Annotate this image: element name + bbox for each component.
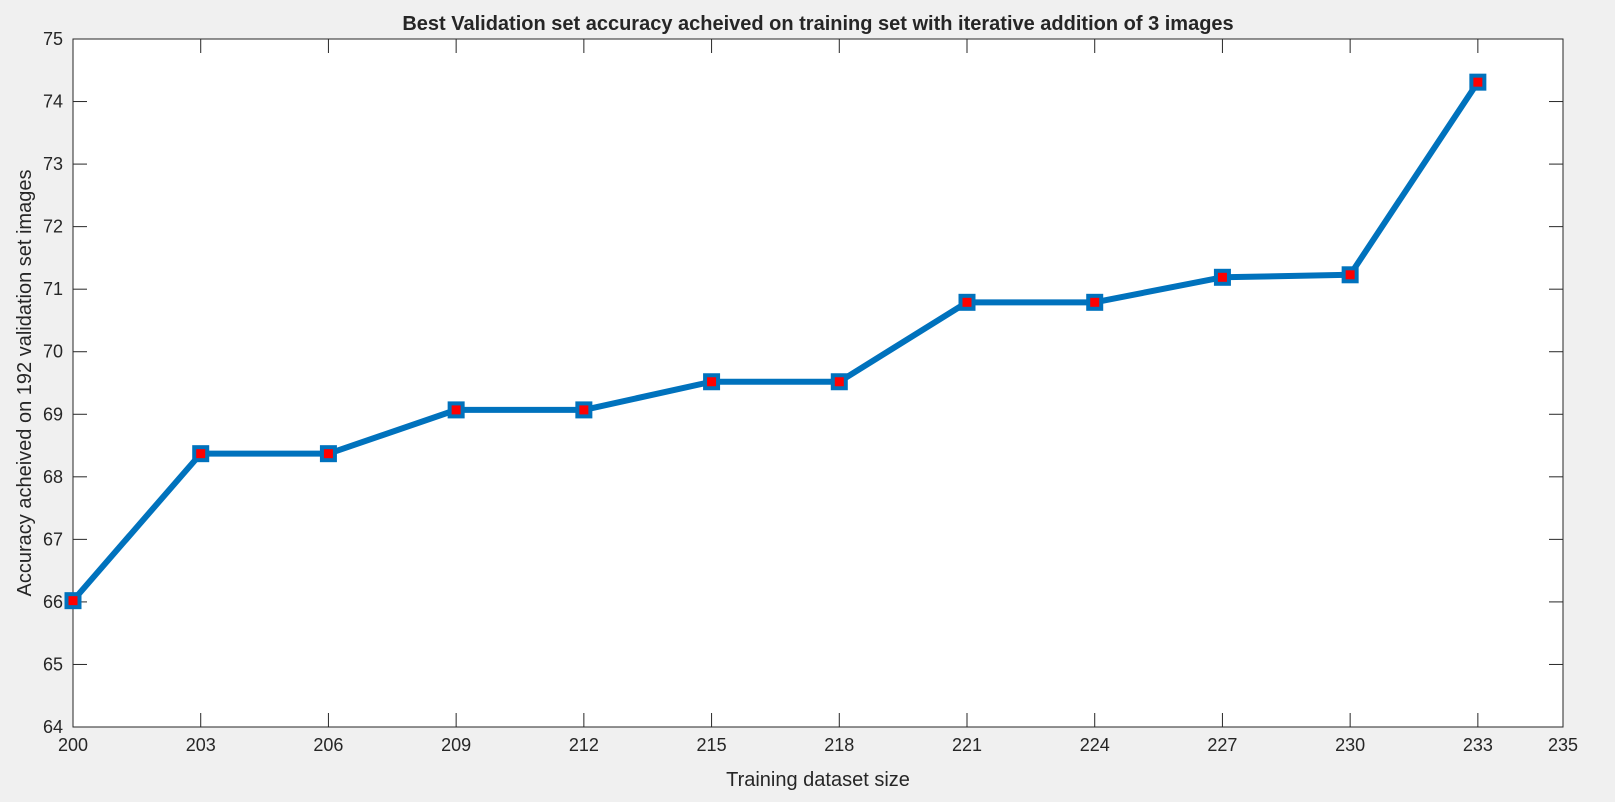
y-tick-label: 74 [43, 92, 63, 112]
y-tick-label: 72 [43, 217, 63, 237]
data-point-marker [1469, 73, 1487, 91]
y-tick-label: 70 [43, 342, 63, 362]
x-tick-label: 206 [313, 735, 343, 755]
data-point-marker [703, 373, 721, 391]
y-tick-label: 69 [43, 404, 63, 424]
data-point-marker [958, 293, 976, 311]
y-tick-label: 65 [43, 654, 63, 674]
y-tick-label: 73 [43, 154, 63, 174]
x-tick-label: 212 [569, 735, 599, 755]
data-point-marker [575, 401, 593, 419]
chart-title: Best Validation set accuracy acheived on… [402, 13, 1233, 35]
x-tick-label: 227 [1207, 735, 1237, 755]
data-point-marker [1341, 266, 1359, 284]
data-point-marker [192, 445, 210, 463]
y-tick-label: 75 [43, 29, 63, 49]
x-tick-label: 235 [1548, 735, 1578, 755]
series-line [70, 79, 1481, 604]
x-tick-label: 224 [1080, 735, 1110, 755]
x-tick-label: 203 [186, 735, 216, 755]
x-tick-label: 233 [1463, 735, 1493, 755]
axes-box [72, 38, 1564, 728]
x-tick-label: 215 [697, 735, 727, 755]
y-tick-label: 66 [43, 592, 63, 612]
data-point-marker [1213, 268, 1231, 286]
data-point-marker [830, 373, 848, 391]
data-point-marker [447, 401, 465, 419]
series-layer [64, 73, 1487, 610]
data-point-marker [319, 445, 337, 463]
y-axis-label: Accuracy acheived on 192 validation set … [14, 170, 36, 597]
x-tick-label: 221 [952, 735, 982, 755]
x-tick-label: 230 [1335, 735, 1365, 755]
x-tick-label: 200 [58, 735, 88, 755]
x-axis-label: Training dataset size [726, 769, 910, 791]
y-tick-label: 68 [43, 467, 63, 487]
x-tick-label: 218 [824, 735, 854, 755]
data-point-marker [1086, 293, 1104, 311]
axes-layer: 200 203 206 209 212 215 218 221 224 227 230 233 235 6… [43, 29, 1578, 755]
data-point-marker [64, 592, 82, 610]
y-tick-label: 64 [43, 717, 63, 737]
x-tick-label: 209 [441, 735, 471, 755]
y-tick-label: 67 [43, 529, 63, 549]
y-tick-label: 71 [43, 279, 63, 299]
